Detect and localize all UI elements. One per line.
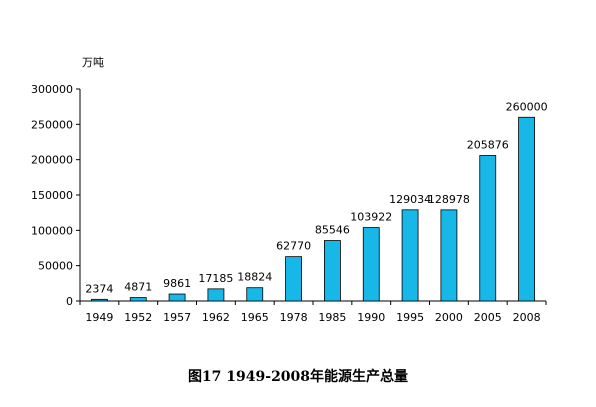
- x-tick-label: 1957: [163, 311, 191, 324]
- bar-1962: [207, 288, 225, 302]
- bars: [91, 116, 535, 302]
- data-label: 260000: [506, 100, 548, 113]
- bar-2008: [518, 116, 535, 302]
- x-tick-label: 1985: [318, 311, 346, 324]
- data-label: 9861: [163, 277, 191, 290]
- y-tick-label: 250000: [31, 118, 73, 131]
- y-tick-label: 0: [66, 295, 73, 308]
- x-tick-label: 2008: [513, 311, 541, 324]
- y-tick-label: 50000: [38, 260, 73, 273]
- data-label: 85546: [315, 224, 350, 237]
- y-axis-unit-label: 万吨: [82, 56, 104, 69]
- bar-1985: [324, 240, 341, 302]
- data-label: 205876: [467, 139, 509, 152]
- data-label: 103922: [350, 211, 392, 224]
- y-axis-ticks: 0 50000 100000 150000 200000 250000 300000: [31, 83, 80, 308]
- y-tick-label: 300000: [31, 83, 73, 96]
- bar-2000: [440, 209, 458, 302]
- y-tick-label: 200000: [31, 154, 73, 167]
- bar-1990: [362, 227, 380, 302]
- x-tick-label: 2000: [435, 311, 463, 324]
- data-label: 129034: [389, 193, 431, 206]
- bar-1965: [246, 287, 264, 302]
- bar-1949: [91, 298, 108, 302]
- x-tick-label: 1949: [85, 311, 113, 324]
- x-tick-label: 1978: [280, 311, 308, 324]
- data-label: 62770: [276, 240, 311, 253]
- data-label: 18824: [237, 271, 272, 284]
- x-tick-label: 1995: [396, 311, 424, 324]
- data-label: 4871: [124, 281, 152, 294]
- x-tick-label: 1990: [357, 311, 385, 324]
- bar-1978: [285, 256, 302, 302]
- x-tick-label: 1962: [202, 311, 230, 324]
- x-tick-label: 2005: [474, 311, 502, 324]
- data-label: 17185: [198, 272, 233, 285]
- x-tick-label: 1952: [124, 311, 152, 324]
- bar-1952: [129, 297, 147, 302]
- bar-2005: [479, 155, 497, 302]
- x-axis-tick-labels: 1949 1952 1957 1962 1965 1978 1985 1990 1995 2000…: [85, 311, 540, 324]
- y-tick-label: 150000: [31, 189, 73, 202]
- bar-1995: [401, 209, 419, 302]
- data-label: 128978: [428, 193, 470, 206]
- axes: [79, 89, 547, 305]
- y-tick-label: 100000: [31, 224, 73, 237]
- chart-title: 图17 1949-2008年能源生产总量: [187, 369, 409, 385]
- data-label: 2374: [85, 282, 113, 295]
- bar-1957: [168, 293, 186, 302]
- x-tick-label: 1965: [241, 311, 269, 324]
